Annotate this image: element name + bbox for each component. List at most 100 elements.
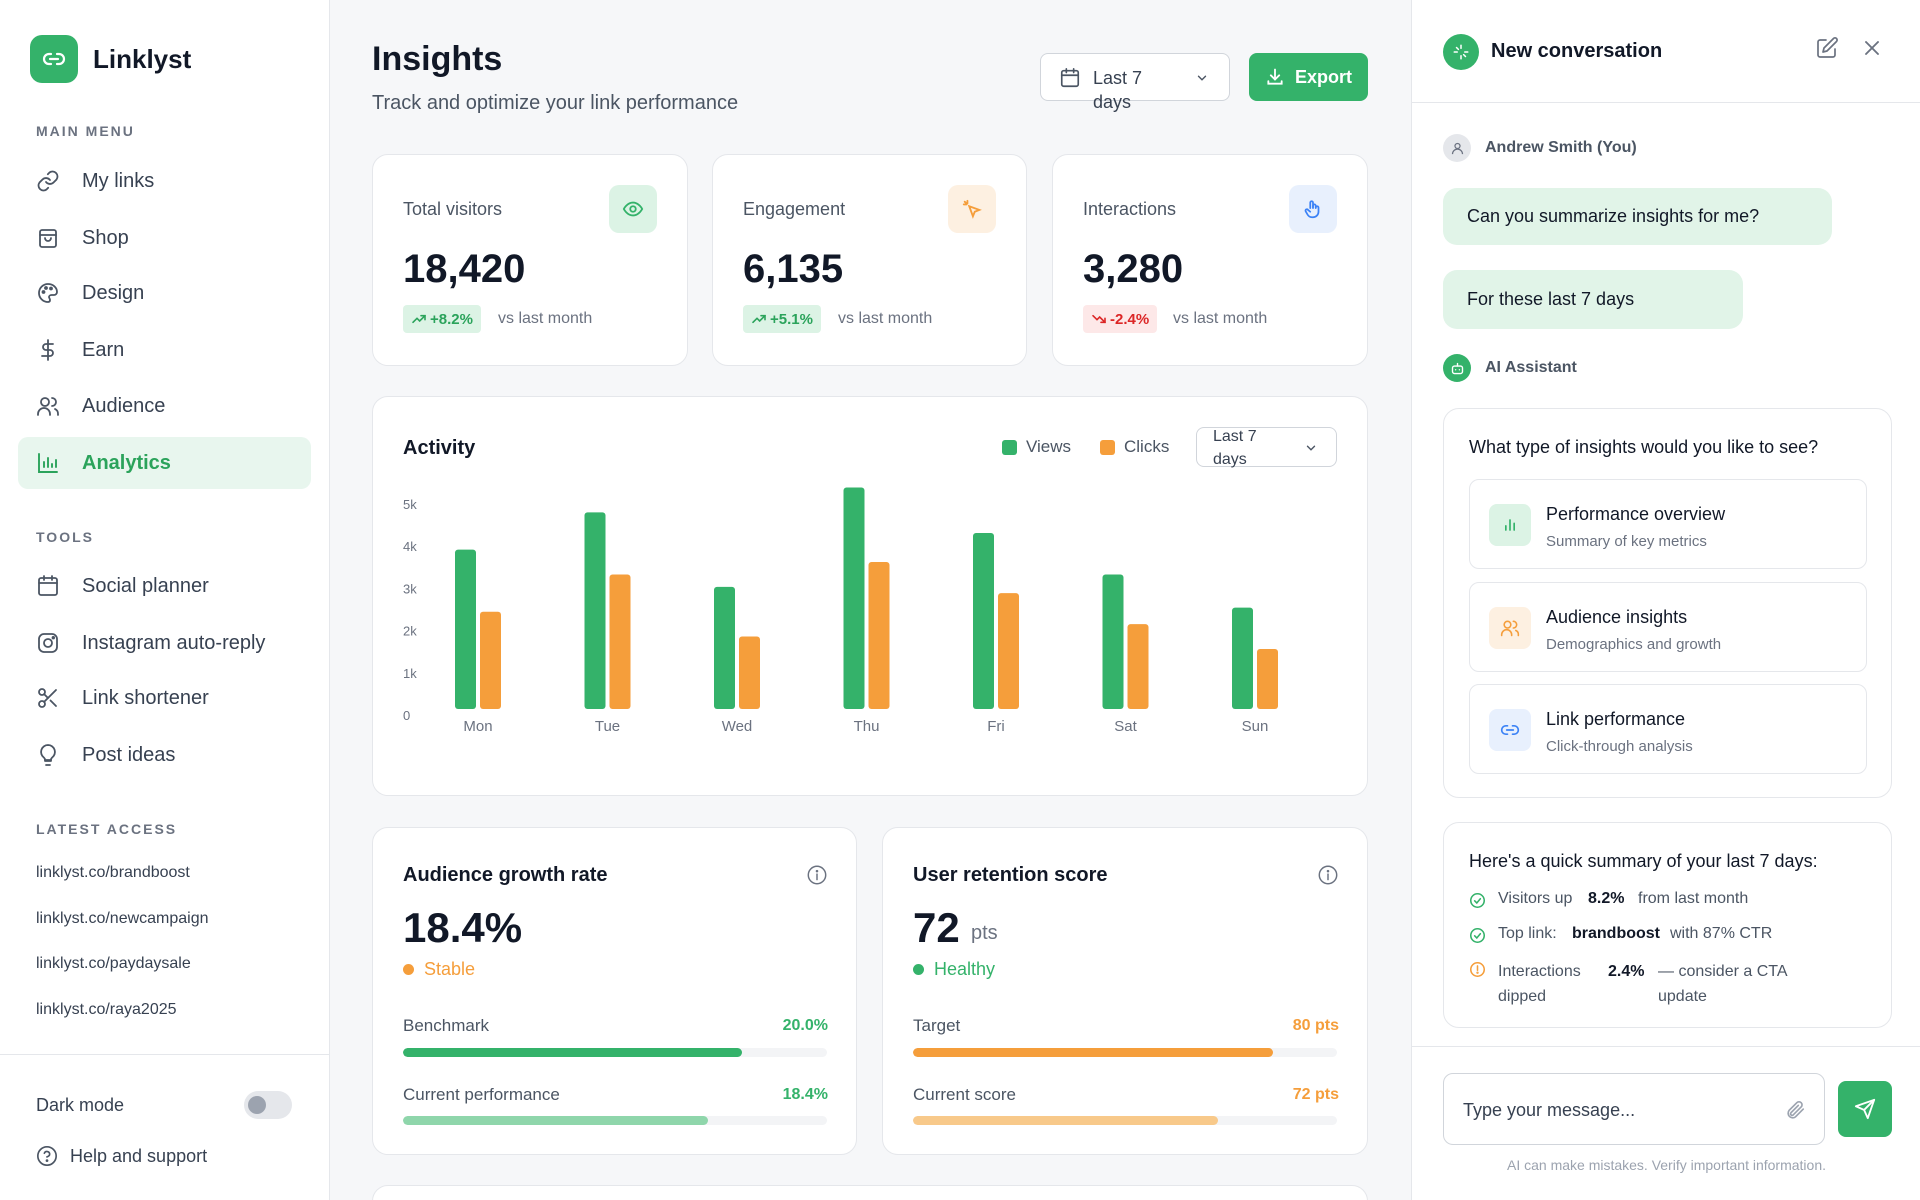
stat-change: +5.1% bbox=[770, 310, 813, 328]
bar-value: 18.4% bbox=[782, 1086, 828, 1103]
sidebar-item-link-shortener[interactable]: Link shortener bbox=[18, 672, 311, 724]
activity-range-value: Last 7 days bbox=[1213, 428, 1257, 468]
scissors-icon bbox=[38, 688, 57, 708]
bar-views-mon[interactable] bbox=[455, 549, 476, 709]
activity-range-select[interactable]: Last 7 days bbox=[1196, 427, 1337, 468]
link-icon bbox=[37, 170, 59, 192]
trending-up-icon bbox=[412, 314, 426, 324]
sidebar-item-my-links[interactable]: My links bbox=[18, 155, 311, 207]
activity-card: Activity Views Clicks Last 7 days 0 1k 2k 3… bbox=[372, 396, 1368, 796]
paperclip-icon[interactable] bbox=[1784, 1099, 1806, 1121]
user-avatar-icon bbox=[1443, 134, 1471, 162]
summary-item: Top link: brandboost with 87% CTR bbox=[1469, 925, 1772, 944]
bar-label: Current score bbox=[913, 1085, 1016, 1104]
activity-title: Activity bbox=[403, 437, 476, 459]
brand[interactable]: Linklyst bbox=[30, 35, 191, 83]
sidebar-item-audience[interactable]: Audience bbox=[18, 380, 311, 432]
sidebar-item-instagram-auto-reply[interactable]: Instagram auto-reply bbox=[18, 617, 311, 669]
download-icon bbox=[1267, 68, 1283, 85]
bar-clicks-tue[interactable] bbox=[609, 574, 631, 709]
author-name: AI Assistant bbox=[1485, 359, 1577, 376]
date-range-select[interactable]: Last 7 days bbox=[1040, 53, 1230, 112]
info-icon[interactable] bbox=[806, 864, 828, 886]
sidebar-item-label: Audience bbox=[82, 394, 166, 417]
metric-title: User retention score bbox=[913, 864, 1108, 886]
stat-change-badge: -2.4% bbox=[1083, 305, 1158, 333]
chevron-down-icon bbox=[1197, 75, 1207, 81]
bar-clicks-sat[interactable] bbox=[1127, 624, 1149, 709]
bar-views-tue[interactable] bbox=[584, 512, 606, 709]
legend-label: Clicks bbox=[1124, 437, 1170, 456]
stat-value: 18,420 bbox=[403, 247, 526, 291]
bar-clicks-thu[interactable] bbox=[868, 562, 890, 709]
x-tick-label: Tue bbox=[595, 718, 620, 735]
y-tick-label: 2k bbox=[403, 624, 417, 639]
bar-label: Target bbox=[913, 1016, 961, 1035]
bar-views-wed[interactable] bbox=[714, 586, 735, 709]
assistant-question: What type of insights would you like to … bbox=[1469, 437, 1819, 457]
bar-clicks-wed[interactable] bbox=[739, 636, 760, 709]
stat-change-badge: +8.2% bbox=[403, 305, 481, 333]
option-link-performance[interactable]: Link performance Click-through analysis bbox=[1469, 684, 1867, 774]
bar-value: 20.0% bbox=[782, 1017, 828, 1034]
status-label: Stable bbox=[424, 959, 476, 979]
sidebar-item-shop[interactable]: Shop bbox=[18, 212, 311, 264]
brand-name: Linklyst bbox=[93, 43, 192, 74]
chevron-down-icon bbox=[1306, 445, 1316, 451]
option-audience-insights[interactable]: Audience insights Demographics and growt… bbox=[1469, 582, 1867, 672]
bar-clicks-fri[interactable] bbox=[998, 593, 1019, 709]
summary-text: Interactions dipped bbox=[1498, 963, 1581, 1005]
latest-link[interactable]: linklyst.co/brandboost bbox=[36, 864, 190, 881]
export-button[interactable]: Export bbox=[1249, 53, 1368, 101]
summary-text: with 87% CTR bbox=[1670, 925, 1773, 942]
check-circle-icon bbox=[1469, 892, 1486, 909]
stat-change-badge: +5.1% bbox=[743, 305, 821, 333]
bar-clicks-mon[interactable] bbox=[480, 611, 501, 709]
bar-value: 80 pts bbox=[1292, 1017, 1339, 1034]
sidebar-item-post-ideas[interactable]: Post ideas bbox=[18, 729, 311, 781]
latest-link[interactable]: linklyst.co/newcampaign bbox=[36, 910, 209, 927]
edit-icon[interactable] bbox=[1815, 36, 1839, 60]
y-tick-label: 4k bbox=[403, 539, 417, 554]
summary-highlight: 8.2% bbox=[1588, 890, 1625, 907]
stat-compare: vs last month bbox=[838, 310, 933, 327]
bar-views-sat[interactable] bbox=[1102, 574, 1124, 709]
latest-link[interactable]: linklyst.co/raya2025 bbox=[36, 1001, 177, 1018]
calendar-icon bbox=[1060, 68, 1080, 88]
help-support-link[interactable]: Help and support bbox=[36, 1145, 207, 1167]
legend-swatch bbox=[1002, 439, 1017, 455]
sidebar-item-earn[interactable]: Earn bbox=[18, 324, 311, 376]
sidebar-item-label: Earn bbox=[82, 338, 125, 361]
option-title: Link performance bbox=[1546, 709, 1686, 729]
sidebar-item-label: Design bbox=[82, 281, 145, 304]
stat-label: Total visitors bbox=[403, 199, 503, 219]
dollar-icon bbox=[41, 339, 54, 361]
legend-swatch bbox=[1100, 439, 1115, 455]
bar-clicks-sun[interactable] bbox=[1257, 648, 1278, 709]
shopping-bag-icon bbox=[39, 229, 57, 248]
dark-mode-toggle[interactable] bbox=[244, 1091, 292, 1119]
y-tick-label: 5k bbox=[403, 497, 417, 512]
summary-highlight: brandboost bbox=[1572, 925, 1660, 942]
stat-value: 6,135 bbox=[743, 247, 844, 291]
chat-header: New conversation bbox=[1412, 0, 1920, 103]
bar-views-fri[interactable] bbox=[973, 533, 994, 709]
message-author-assistant: AI Assistant bbox=[1443, 354, 1577, 382]
info-icon[interactable] bbox=[1317, 864, 1339, 886]
page-subtitle: Track and optimize your link performance bbox=[372, 92, 739, 114]
bar-views-sun[interactable] bbox=[1232, 607, 1253, 709]
sidebar-item-design[interactable]: Design bbox=[18, 267, 311, 319]
legend-clicks: Clicks bbox=[1100, 437, 1169, 457]
summary-item: Interactions dipped 2.4% — consider a CT… bbox=[1469, 959, 1798, 1009]
close-icon[interactable] bbox=[1860, 36, 1884, 60]
message-input[interactable]: Type your message... bbox=[1443, 1073, 1825, 1145]
latest-link[interactable]: linklyst.co/paydaysale bbox=[36, 955, 191, 972]
send-button[interactable] bbox=[1838, 1081, 1892, 1137]
sidebar-item-social-planner[interactable]: Social planner bbox=[18, 560, 311, 612]
bar-views-thu[interactable] bbox=[843, 487, 865, 709]
users-icon bbox=[37, 397, 59, 416]
message-placeholder: Type your message... bbox=[1463, 1100, 1636, 1120]
sidebar-item-analytics[interactable]: Analytics bbox=[18, 437, 311, 489]
option-performance-overview[interactable]: Performance overview Summary of key metr… bbox=[1469, 479, 1867, 569]
metric-status: Healthy bbox=[913, 959, 995, 980]
